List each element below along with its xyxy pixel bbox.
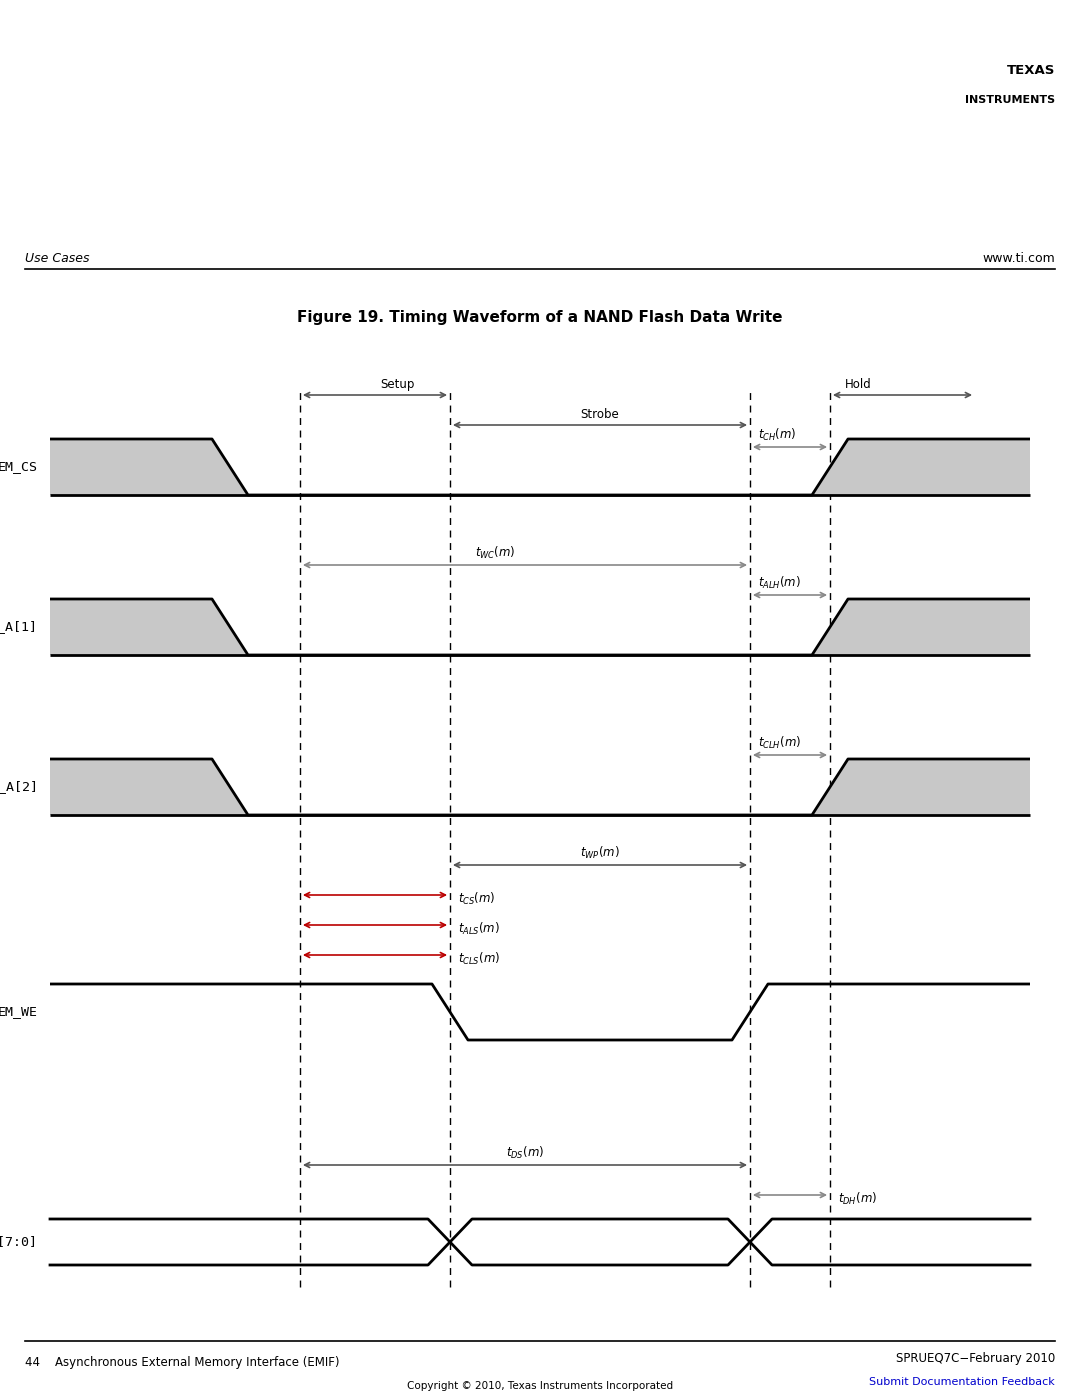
Text: Hold: Hold [845,379,872,391]
Polygon shape [812,759,1030,814]
Text: Figure 19. Timing Waveform of a NAND Flash Data Write: Figure 19. Timing Waveform of a NAND Fla… [297,310,783,326]
Text: EM_D[7:0]: EM_D[7:0] [0,1235,38,1249]
Text: SPRUEQ7C−February 2010: SPRUEQ7C−February 2010 [895,1352,1055,1365]
Text: EM_WE: EM_WE [0,1006,38,1018]
Text: www.ti.com: www.ti.com [982,251,1055,265]
Text: Copyright © 2010, Texas Instruments Incorporated: Copyright © 2010, Texas Instruments Inco… [407,1382,673,1391]
Polygon shape [812,439,1030,495]
Text: $t_{CH}(m)$: $t_{CH}(m)$ [758,427,797,443]
Text: CLE_EM_A[2]: CLE_EM_A[2] [0,781,38,793]
Polygon shape [50,599,248,655]
Text: Strobe: Strobe [581,408,619,420]
Text: $t_{WC}(m)$: $t_{WC}(m)$ [475,545,515,562]
Text: $t_{DH}(m)$: $t_{DH}(m)$ [838,1192,877,1207]
Text: INSTRUMENTS: INSTRUMENTS [964,95,1055,105]
Polygon shape [50,759,248,814]
Text: ALE_EM_A[1]: ALE_EM_A[1] [0,620,38,633]
Text: Setup: Setup [380,379,415,391]
Text: Submit Documentation Feedback: Submit Documentation Feedback [869,1377,1055,1387]
Text: $t_{DS}(m)$: $t_{DS}(m)$ [505,1146,544,1161]
Polygon shape [812,599,1030,655]
Text: TEXAS: TEXAS [1007,64,1055,77]
Text: EM_CS: EM_CS [0,461,38,474]
Text: Use Cases: Use Cases [25,251,90,265]
Text: $t_{CS}(m)$: $t_{CS}(m)$ [458,891,496,907]
Text: $t_{CLS}(m)$: $t_{CLS}(m)$ [458,951,500,967]
Polygon shape [50,439,248,495]
Text: $t_{ALS}(m)$: $t_{ALS}(m)$ [458,921,500,937]
Text: $t_{CLH}(m)$: $t_{CLH}(m)$ [758,735,801,752]
Text: 44    Asynchronous External Memory Interface (EMIF): 44 Asynchronous External Memory Interfac… [25,1356,339,1369]
Text: $t_{WP}(m)$: $t_{WP}(m)$ [580,845,620,861]
Text: $t_{ALH}(m)$: $t_{ALH}(m)$ [758,576,801,591]
